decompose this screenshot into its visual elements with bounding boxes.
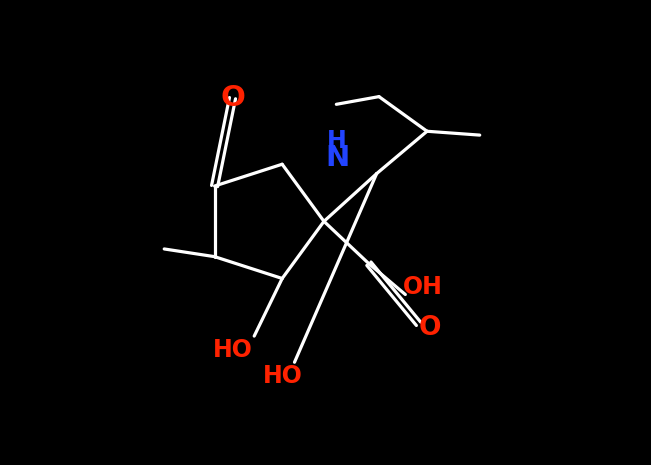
Text: O: O [419, 315, 441, 340]
Text: HO: HO [263, 364, 303, 388]
Text: OH: OH [402, 275, 442, 299]
Text: N: N [325, 144, 349, 172]
Text: O: O [220, 84, 245, 112]
Text: HO: HO [213, 338, 253, 362]
Text: H: H [327, 129, 347, 153]
